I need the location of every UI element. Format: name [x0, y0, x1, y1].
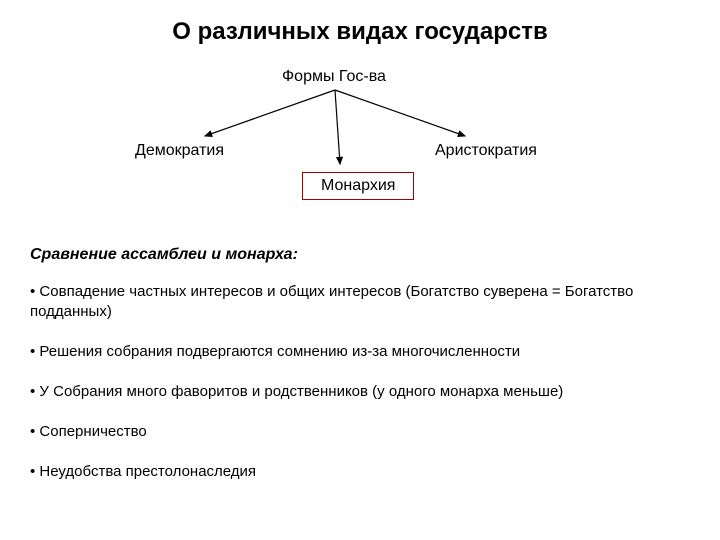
section-header: Сравнение ассамблеи и монарха:: [30, 246, 298, 264]
node-aristocracy: Аристократия: [435, 142, 537, 160]
bullet-text: У Собрания много фаворитов и родственник…: [39, 383, 563, 400]
bullet-text: Решения собрания подвергаются сомнению и…: [39, 343, 520, 360]
bullet-item: • Решения собрания подвергаются сомнению…: [30, 342, 690, 362]
bullet-item: • Неудобства престолонаследия: [30, 462, 690, 482]
bullet-text: Соперничество: [39, 423, 146, 440]
bullet-glyph: •: [30, 423, 39, 440]
bullet-item: • Совпадение частных интересов и общих и…: [30, 282, 690, 323]
page-title: О различных видах государств: [0, 18, 720, 46]
diagram-root-label: Формы Гос-ва: [282, 68, 386, 86]
bullet-glyph: •: [30, 283, 39, 300]
bullet-text: Неудобства престолонаследия: [39, 463, 256, 480]
bullet-glyph: •: [30, 343, 39, 360]
node-monarchy: Монархия: [302, 172, 414, 200]
node-democracy: Демократия: [135, 142, 224, 160]
bullet-text: Совпадение частных интересов и общих инт…: [30, 283, 633, 320]
bullet-glyph: •: [30, 383, 39, 400]
bullet-glyph: •: [30, 463, 39, 480]
bullet-item: • Соперничество: [30, 422, 690, 442]
bullet-item: • У Собрания много фаворитов и родственн…: [30, 382, 690, 402]
